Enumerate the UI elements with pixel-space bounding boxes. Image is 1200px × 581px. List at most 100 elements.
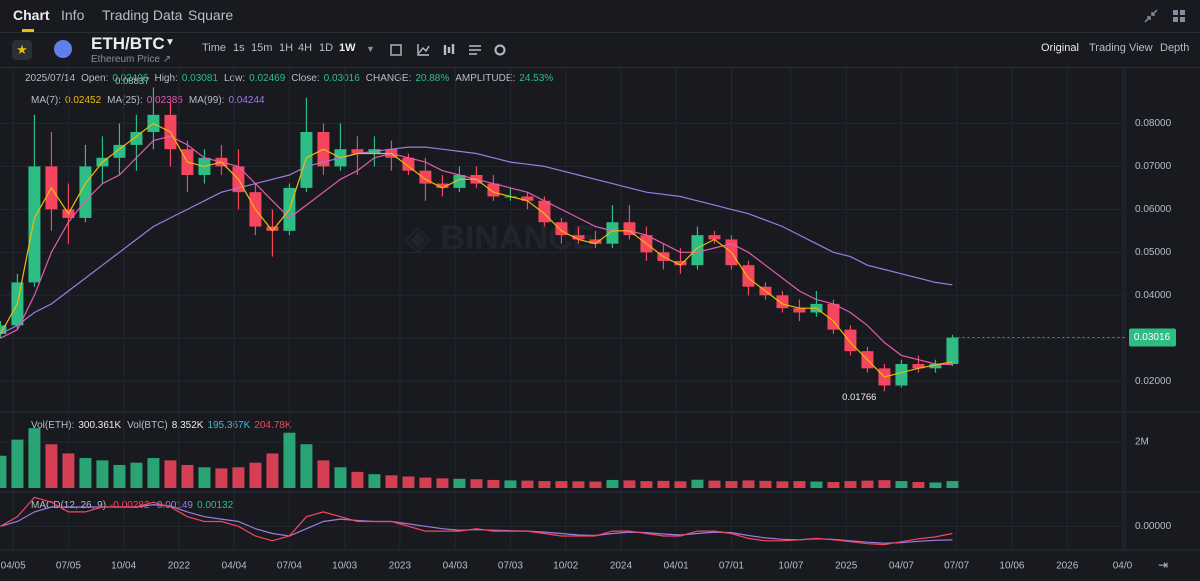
volume-bar [793,481,806,488]
volume-bar [62,453,75,488]
volume-bar [249,462,262,488]
x-tick-label: 04/05 [1,561,26,572]
candle-body [402,157,415,171]
legend-label: Vol(BTC) [127,420,168,431]
macd-dif-line [0,496,953,546]
tab[interactable]: Square [188,7,234,23]
x-tick-label: 10/04 [111,561,136,572]
pair-subtitle[interactable]: Ethereum Price ↗ [91,54,172,65]
volume-bar [555,481,568,488]
candle-body [895,364,908,386]
legend-row: MA(7): 0.02452 MA(25): 0.02385 MA(99): 0.0424… [31,95,265,106]
view-option[interactable]: Trading View [1089,42,1153,54]
tab[interactable]: Info [61,7,85,23]
volume-bar [28,428,41,488]
legends: 2025/07/14Open:0.02496High:0.03081Low:0.… [25,73,553,511]
grid-icon[interactable] [1172,9,1186,23]
volume-bar [266,453,279,488]
candle-body [589,239,602,244]
legend-label: AMPLITUDE: [455,73,515,84]
x-tick-label: 10/03 [332,561,357,572]
x-tick-label: 07/03 [498,561,523,572]
volume-bar [147,458,160,488]
volume-bar [827,482,840,488]
x-tick-label: 07/07 [944,561,969,572]
ma99-line [0,146,953,335]
y-tick-label: 0.06000 [1135,204,1172,215]
pair[interactable]: ETH/BTC [91,34,165,53]
y-tick-label: 0.00000 [1135,521,1172,532]
candle-body [606,222,619,244]
interval[interactable]: 1H [279,42,294,54]
tab[interactable]: Trading Data [102,7,183,23]
volume-bar [181,464,194,488]
x-tick-label: 07/04 [277,561,302,572]
last-price-label: 0.03016 [1134,332,1171,343]
x-tick-label: 2023 [389,561,412,572]
candle-body [691,235,704,266]
volume-bar [674,481,687,488]
candle-body [487,183,500,197]
legend-row: Vol(ETH): 300.361K Vol(BTC) 8.352K 195.367K 2… [31,420,292,431]
volume-bar [215,468,228,488]
view-option[interactable]: Original [1041,42,1079,54]
legend-row: MACD(12, 26, 9) -0.00282 -0.00149 0.00132 [31,500,234,511]
x-tick-label: 04/0 [1113,561,1133,572]
volume-bar [640,481,653,488]
volume-bar [11,439,24,488]
x-tick-label: 2024 [610,561,633,572]
volume-bar [759,480,772,488]
interval-caret[interactable]: ▼ [366,44,375,54]
x-tick-label: 10/06 [999,561,1024,572]
interval[interactable]: 4H [298,42,313,54]
chart: 2025/07/14Open:0.02496High:0.03081Low:0.… [0,68,1200,572]
candle-body [827,303,840,330]
legend-value: 0.03016 [324,73,361,84]
volume-bar [538,481,551,488]
legend-value: 0.02385 [147,95,184,106]
legend-label: High: [154,73,177,84]
collapse-icon[interactable] [1144,9,1158,23]
legend-label: CHANGE: [366,73,412,84]
volume-bar [113,464,126,488]
volume-bar [912,482,925,488]
x-tick-label: 04/07 [889,561,914,572]
candle-body [844,329,857,352]
x-tick-label: 2022 [168,561,191,572]
volume-bar [929,482,942,488]
volume-bar [895,481,908,488]
tab[interactable]: Chart [13,7,50,23]
legend-label: Close: [291,73,319,84]
y-tick-label: 2M [1135,437,1149,448]
interval[interactable]: 1s [233,42,245,54]
ma7-line [0,122,953,378]
volume-bar [589,481,602,488]
interval[interactable]: 1D [319,42,334,54]
candle-body [946,337,959,365]
x-tick-label: 04/04 [222,561,247,572]
eth-icon [54,40,72,58]
pair-caret[interactable]: ▼ [165,37,175,48]
interval[interactable]: 15m [251,42,273,54]
favorite-star[interactable]: ★ [12,40,32,60]
legend-value: -0.00282 [110,500,150,511]
y-tick-label: 0.02000 [1135,376,1172,387]
candle-body [130,132,143,145]
volume-bar [810,481,823,488]
candle-body [113,144,126,158]
candle-body [436,183,449,188]
volume-bar [844,481,857,488]
interval[interactable]: Time [202,42,227,54]
volume-bar [742,480,755,488]
candle-body [572,235,585,240]
y-tick-label: 0.04000 [1135,290,1172,301]
interval[interactable]: 1W [339,42,356,54]
view-option[interactable]: Depth [1160,42,1190,54]
volume-bar [725,481,738,488]
toolbar-icons[interactable] [389,43,509,57]
volume-bar [45,444,58,488]
top-tabs: Chart Info Trading Data Square [0,0,1200,33]
x-tick-label: 10/07 [778,561,803,572]
x-tick-label: 04/03 [443,561,468,572]
